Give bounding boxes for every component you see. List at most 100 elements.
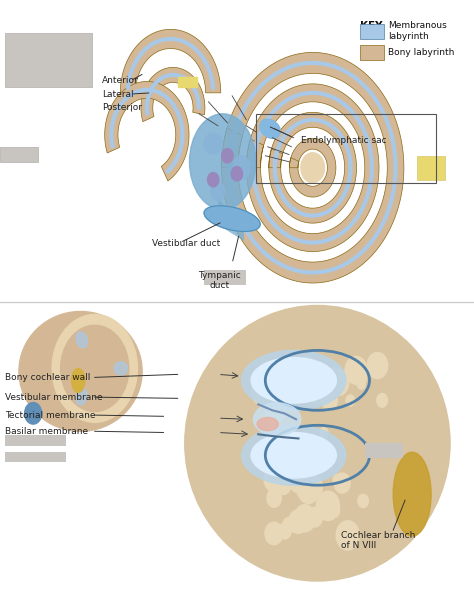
Circle shape (270, 359, 291, 385)
Bar (365, 443, 403, 458)
Bar (178, 77, 197, 87)
Ellipse shape (204, 133, 223, 154)
Circle shape (64, 329, 126, 407)
Circle shape (289, 510, 307, 533)
Circle shape (264, 464, 287, 493)
Bar (360, 24, 384, 39)
Ellipse shape (72, 368, 85, 392)
Circle shape (357, 380, 365, 389)
Circle shape (273, 389, 283, 401)
Polygon shape (290, 138, 336, 197)
Circle shape (328, 370, 349, 395)
Polygon shape (221, 53, 404, 283)
Polygon shape (105, 81, 189, 181)
Circle shape (296, 478, 313, 499)
Circle shape (358, 494, 368, 507)
Text: Tympanic
duct: Tympanic duct (198, 271, 241, 290)
Circle shape (320, 427, 328, 438)
Circle shape (222, 149, 233, 163)
Ellipse shape (251, 358, 337, 403)
Bar (5, 33, 92, 87)
Text: Lateral: Lateral (102, 89, 134, 99)
Circle shape (265, 522, 283, 544)
Circle shape (271, 478, 284, 495)
Circle shape (289, 468, 309, 493)
Ellipse shape (233, 156, 250, 180)
Circle shape (307, 507, 322, 527)
Ellipse shape (19, 311, 142, 431)
Circle shape (321, 457, 329, 467)
Circle shape (278, 523, 291, 539)
Bar (5, 452, 66, 462)
Circle shape (322, 391, 337, 410)
Circle shape (231, 167, 243, 181)
Polygon shape (141, 68, 205, 122)
Circle shape (275, 474, 291, 495)
Circle shape (82, 352, 108, 385)
Bar (204, 270, 246, 285)
Ellipse shape (251, 432, 337, 478)
Circle shape (330, 368, 339, 379)
Circle shape (61, 325, 129, 412)
Ellipse shape (393, 452, 431, 536)
Polygon shape (120, 29, 221, 93)
Circle shape (305, 476, 322, 498)
Circle shape (316, 491, 339, 521)
Polygon shape (246, 84, 379, 252)
Ellipse shape (254, 403, 301, 436)
Circle shape (208, 173, 219, 187)
Bar (5, 435, 66, 446)
Circle shape (377, 394, 388, 407)
Circle shape (336, 521, 359, 550)
Polygon shape (269, 113, 356, 223)
Text: Cochlear branch
of N VIII: Cochlear branch of N VIII (341, 531, 416, 550)
Circle shape (297, 356, 316, 380)
Circle shape (311, 391, 322, 405)
Circle shape (288, 434, 310, 462)
Bar (360, 45, 384, 60)
Text: Tectorial membrane: Tectorial membrane (5, 410, 95, 420)
Bar (256, 114, 436, 183)
Circle shape (73, 341, 116, 395)
Circle shape (346, 395, 355, 406)
Circle shape (331, 503, 340, 514)
Text: Posterior: Posterior (102, 102, 142, 112)
Ellipse shape (257, 418, 278, 431)
Text: Anterior: Anterior (102, 76, 138, 86)
Bar (417, 156, 446, 180)
Text: Vestibular membrane: Vestibular membrane (5, 392, 102, 402)
Text: Bony cochlear wall: Bony cochlear wall (5, 373, 90, 382)
Circle shape (331, 370, 346, 389)
Circle shape (301, 153, 325, 183)
Ellipse shape (114, 362, 128, 375)
Ellipse shape (211, 183, 225, 201)
Circle shape (259, 368, 271, 383)
Text: Bony labyrinth: Bony labyrinth (389, 47, 455, 57)
Circle shape (25, 403, 42, 424)
Circle shape (354, 370, 366, 386)
Bar (0, 147, 38, 162)
Ellipse shape (76, 332, 87, 348)
Text: Basilar membrane: Basilar membrane (5, 426, 88, 436)
Text: Membranous
labyrinth: Membranous labyrinth (389, 22, 447, 41)
Ellipse shape (242, 350, 346, 410)
Ellipse shape (185, 305, 450, 581)
Circle shape (367, 353, 388, 379)
Polygon shape (218, 192, 244, 241)
Circle shape (283, 518, 295, 533)
Circle shape (252, 380, 271, 404)
Text: KEY: KEY (360, 21, 383, 31)
Circle shape (333, 474, 342, 485)
Circle shape (275, 368, 292, 389)
Ellipse shape (190, 114, 256, 210)
Circle shape (334, 473, 350, 493)
Ellipse shape (204, 206, 260, 231)
Circle shape (329, 505, 339, 518)
Circle shape (298, 477, 319, 504)
Ellipse shape (76, 389, 87, 405)
Circle shape (73, 340, 117, 397)
Ellipse shape (242, 425, 346, 485)
Circle shape (318, 457, 329, 471)
Text: Endolymphatic sac: Endolymphatic sac (301, 136, 386, 146)
Circle shape (282, 453, 301, 478)
